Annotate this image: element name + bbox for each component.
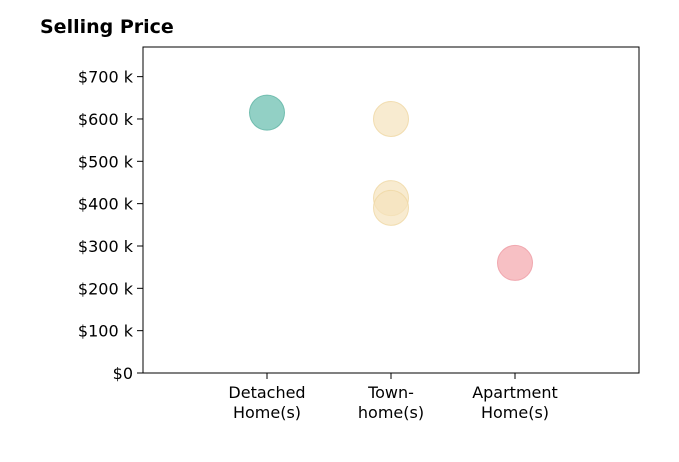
x-axis: Detached Home(s) Town-home(s) Apartment Home… — [228, 373, 558, 422]
y-tick-label: $600 k — [78, 110, 134, 129]
y-tick-label: $0 — [113, 364, 133, 383]
data-point — [373, 189, 409, 226]
y-tick-label: $700 k — [78, 68, 134, 87]
y-tick-label: $200 k — [78, 279, 134, 298]
x-tick-label: Detached Home(s) — [228, 383, 305, 422]
y-tick-label: $300 k — [78, 237, 134, 256]
data-point — [249, 94, 285, 131]
data-point — [497, 244, 533, 281]
data-point — [373, 100, 409, 137]
y-tick-label: $500 k — [78, 152, 134, 171]
x-tick-label: Town-home(s) — [358, 383, 424, 422]
y-tick-label: $100 k — [78, 322, 134, 341]
y-axis: $0 $100 k $200 k $300 k $400 k $500 k $600 k $7… — [78, 68, 143, 383]
chart-title: Selling Price — [40, 16, 174, 38]
x-tick-label: Apartment Home(s) — [472, 383, 558, 422]
data-points — [249, 94, 533, 281]
y-tick-label: $400 k — [78, 195, 134, 214]
